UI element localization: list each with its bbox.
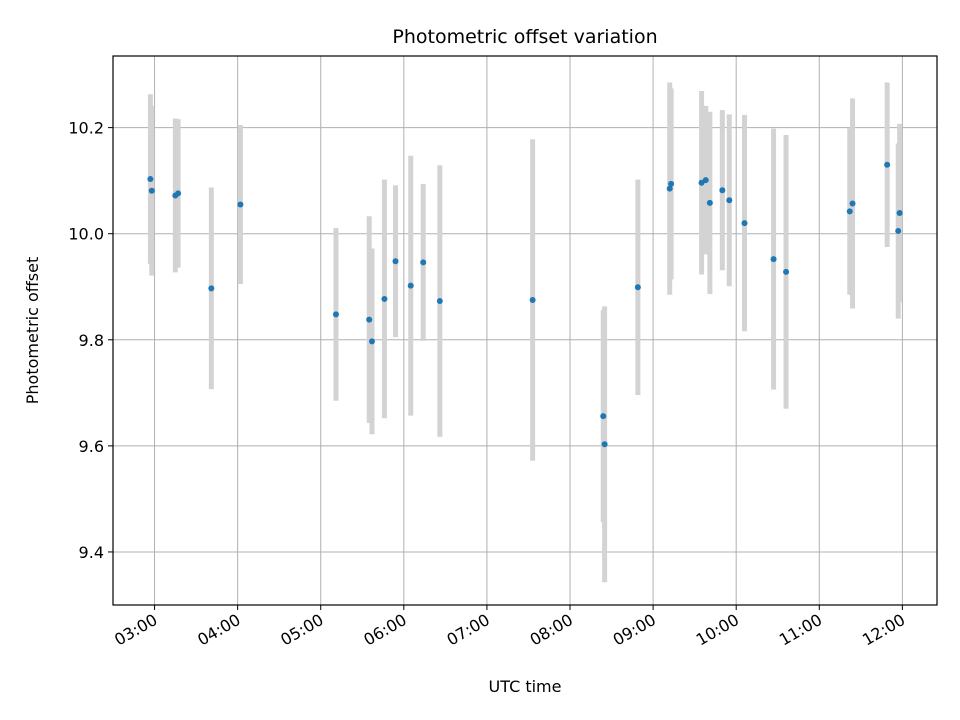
data-point (147, 176, 154, 183)
data-point (392, 258, 399, 265)
data-point (407, 282, 414, 289)
data-point (420, 259, 427, 266)
data-point (706, 199, 713, 206)
data-point (702, 177, 709, 184)
data-point (237, 201, 244, 208)
data-point (381, 295, 388, 302)
data-point (148, 187, 155, 194)
y-axis-ticks: 9.4 9.6 9.8 10.0 10.2 (68, 119, 113, 562)
data-point (726, 197, 733, 204)
data-point (368, 338, 375, 345)
data-point (436, 298, 443, 305)
data-point (601, 441, 608, 448)
y-tick-label: 9.8 (79, 331, 104, 350)
data-points (147, 161, 903, 448)
data-point (332, 311, 339, 318)
y-tick-label: 10.0 (68, 225, 104, 244)
data-point (884, 161, 891, 168)
y-tick-label: 10.2 (68, 119, 104, 138)
plot-frame (112, 55, 938, 606)
y-axis-title: Photometric offset (23, 257, 42, 405)
x-axis-title: UTC time (489, 677, 562, 696)
data-point (770, 256, 777, 263)
data-point (741, 220, 748, 227)
data-point (783, 268, 790, 275)
data-point (634, 284, 641, 291)
data-point (600, 413, 607, 420)
data-point (668, 180, 675, 187)
data-point (895, 228, 902, 235)
y-tick-label: 9.4 (79, 543, 104, 562)
grid-lines (113, 56, 937, 605)
data-point (846, 208, 853, 215)
data-point (529, 297, 536, 303)
data-point (366, 316, 373, 323)
y-tick-label: 9.6 (79, 437, 104, 456)
chart-title: Photometric offset variation (392, 26, 657, 48)
data-point (208, 285, 215, 292)
data-point (175, 190, 182, 197)
data-point (849, 200, 856, 207)
data-point (666, 185, 673, 192)
data-point (719, 187, 726, 194)
data-point (896, 210, 903, 217)
